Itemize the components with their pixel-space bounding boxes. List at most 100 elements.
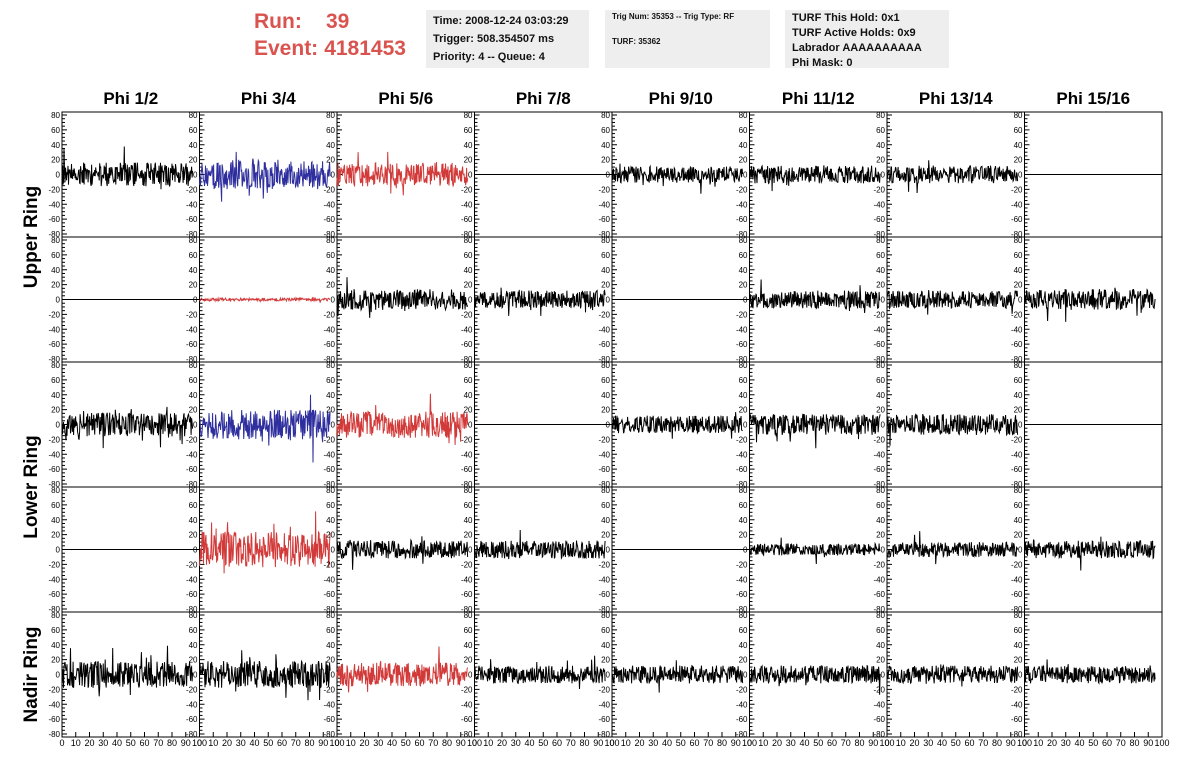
waveform-panel: -80 -60 -40 -20 0 20 40 60 80 (323, 236, 475, 364)
y-tick-label: 60 (189, 501, 198, 510)
y-tick-label: -20 (1011, 185, 1023, 194)
y-tick-label: -80 (736, 480, 748, 489)
y-tick-label: 40 (601, 516, 610, 525)
y-tick-label: -60 (873, 715, 885, 724)
y-tick-label: 20 (51, 531, 60, 540)
turf-status-box: TURF This Hold: 0x1 TURF Active Holds: 0… (785, 10, 949, 69)
x-tick-label: 20 (84, 738, 94, 748)
waveform-line (749, 537, 881, 565)
x-tick-label: 100 (879, 738, 894, 748)
y-tick-label: 0 (743, 296, 748, 305)
x-tick-label: 80 (304, 738, 314, 748)
y-tick-label: 0 (881, 296, 886, 305)
y-tick-label: 80 (601, 486, 610, 495)
y-tick-label: 20 (326, 281, 335, 290)
y-tick-label: -60 (323, 465, 335, 474)
y-tick-label: 40 (1014, 141, 1023, 150)
y-tick-label: -60 (48, 340, 60, 349)
y-tick-label: 20 (876, 406, 885, 415)
y-tick-label: 40 (601, 391, 610, 400)
y-tick-label: 40 (51, 641, 60, 650)
y-tick-label: 20 (1014, 156, 1023, 165)
x-tick-label: 10 (346, 738, 356, 748)
x-tick-label: 40 (387, 738, 397, 748)
y-tick-label: -40 (48, 450, 60, 459)
waveform-panel: -80 -60 -40 -20 0 20 40 60 80 (1011, 486, 1163, 614)
y-tick-label: 60 (876, 376, 885, 385)
y-tick-label: 60 (189, 376, 198, 385)
waveform-line (474, 287, 606, 316)
waveform-panel: -80 -60 -40 -20 0 20 40 60 80 (598, 111, 750, 239)
y-tick-label: 60 (464, 126, 473, 135)
y-tick-label: 60 (326, 126, 335, 135)
y-tick-label: -20 (1011, 435, 1023, 444)
y-tick-label: -20 (461, 310, 473, 319)
x-tick-label: 100 (1154, 738, 1169, 748)
waveform-line (336, 646, 469, 693)
y-tick-label: 20 (739, 406, 748, 415)
waveform-line (749, 664, 881, 695)
x-tick-label: 20 (222, 738, 232, 748)
y-tick-label: 60 (739, 376, 748, 385)
y-tick-label: 0 (193, 171, 198, 180)
event-line: Event: 4181453 (254, 35, 406, 62)
y-tick-label: 60 (601, 126, 610, 135)
y-tick-label: -40 (736, 700, 748, 709)
y-tick-label: 80 (51, 361, 60, 370)
y-tick-label: -80 (323, 230, 335, 239)
y-tick-label: -40 (598, 575, 610, 584)
waveform-panel: -80 -60 -40 -20 0 20 40 60 80 (873, 361, 1025, 489)
y-tick-label: -40 (461, 200, 473, 209)
y-tick-label: 0 (606, 421, 611, 430)
x-tick-label: 0 (1022, 738, 1027, 748)
y-tick-label: 40 (464, 516, 473, 525)
y-tick-label: 40 (189, 141, 198, 150)
y-tick-label: -20 (461, 560, 473, 569)
y-tick-label: 60 (601, 376, 610, 385)
turf-active-holds-text: TURF Active Holds: 0x9 (792, 27, 916, 39)
y-tick-label: 0 (1018, 546, 1023, 555)
y-tick-label: -20 (323, 310, 335, 319)
column-header: Phi 3/4 (241, 89, 296, 108)
y-tick-label: 20 (51, 281, 60, 290)
y-tick-label: -60 (736, 465, 748, 474)
run-value: 39 (326, 10, 350, 33)
y-tick-label: -40 (598, 700, 610, 709)
x-tick-label: 70 (978, 738, 988, 748)
y-tick-label: 0 (193, 296, 198, 305)
y-tick-label: 80 (189, 361, 198, 370)
y-tick-label: -80 (1011, 230, 1023, 239)
x-tick-label: 40 (937, 738, 947, 748)
y-tick-label: 40 (876, 266, 885, 275)
y-tick-label: 0 (881, 671, 886, 680)
y-tick-label: -40 (1011, 450, 1023, 459)
waveform-line (886, 289, 1019, 315)
x-tick-label: 40 (524, 738, 534, 748)
x-tick-label: 20 (909, 738, 919, 748)
x-tick-label: 40 (662, 738, 672, 748)
y-tick-label: 0 (193, 546, 198, 555)
y-tick-label: -20 (186, 560, 198, 569)
y-tick-label: 60 (464, 501, 473, 510)
y-tick-label: -40 (186, 700, 198, 709)
y-tick-label: -80 (48, 605, 60, 614)
y-tick-label: -80 (873, 605, 885, 614)
x-tick-label: 100 (1017, 738, 1032, 748)
y-tick-label: 80 (1014, 111, 1023, 120)
waveform-panel: -80 -60 -40 -20 0 20 40 60 80 (873, 111, 1025, 239)
y-tick-label: 80 (1014, 236, 1023, 245)
x-tick-label: 80 (992, 738, 1002, 748)
phi-mask-text: Phi Mask: 0 (792, 57, 853, 69)
y-tick-label: -80 (186, 355, 198, 364)
y-tick-label: 60 (326, 501, 335, 510)
x-tick-label: 70 (1116, 738, 1126, 748)
y-tick-label: 80 (1014, 611, 1023, 620)
y-tick-label: -80 (323, 605, 335, 614)
y-tick-label: 0 (468, 296, 473, 305)
waveform-panel: -80 -60 -40 -20 0 20 40 60 80 (186, 361, 338, 489)
y-tick-label: 0 (468, 421, 473, 430)
y-tick-label: -20 (736, 185, 748, 194)
y-tick-label: 20 (876, 281, 885, 290)
